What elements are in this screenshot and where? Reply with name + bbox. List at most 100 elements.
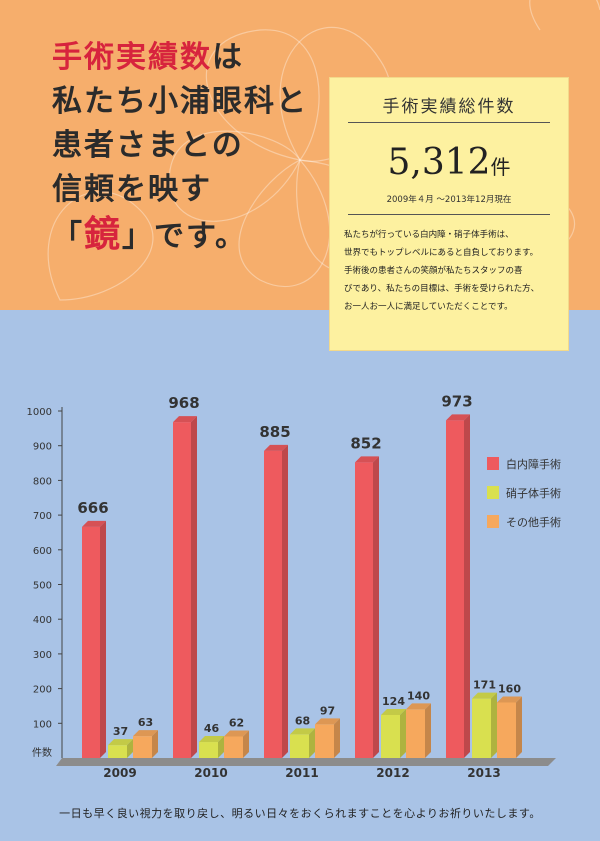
bar: [173, 422, 191, 758]
surgery-bar-chart: 100 200 300 400 500 600 700 800 900 1000 件数 666 37 63…: [27, 392, 561, 780]
y-tick-label: 200: [33, 685, 52, 696]
y-tick-label: 700: [33, 511, 52, 522]
headline-highlight: 手術実績数: [52, 40, 212, 75]
bar-top: [497, 696, 522, 703]
x-tick-label: 2009: [103, 766, 136, 780]
bar-top: [224, 730, 249, 737]
bar: [133, 736, 152, 758]
y-tick-label: 1000: [27, 407, 52, 418]
x-tick-label: 2010: [194, 766, 227, 780]
x-tick-label: 2013: [467, 766, 500, 780]
summary-body-line: 世界でもトップレベルにあると自負しております。: [344, 248, 539, 258]
bar: [315, 724, 334, 758]
bar-side: [243, 730, 249, 758]
data-label: 968: [168, 394, 199, 412]
bar: [82, 526, 100, 758]
data-label: 97: [320, 704, 335, 717]
bar-side: [218, 736, 224, 758]
bar-side: [282, 444, 288, 758]
bar-top: [108, 739, 133, 746]
bar-top: [290, 728, 315, 735]
data-label: 160: [498, 682, 521, 695]
data-label: 63: [138, 716, 153, 729]
data-label: 973: [441, 392, 472, 410]
footer-message: 一日も早く良い視力を取り戻し、明るい日々をおくられますことを心よりお祈りいたしま…: [59, 807, 541, 820]
bar-side: [127, 739, 133, 758]
bar-top: [133, 730, 158, 737]
bar: [472, 698, 491, 758]
legend-label: 白内障手術: [506, 457, 561, 471]
data-label: 68: [295, 714, 310, 727]
summary-body-line: 私たちが行っている白内障・硝子体手術は、: [344, 230, 514, 240]
bar-top: [315, 718, 340, 725]
summary-box: 手術実績総件数 5,312件 2009年４月 ～2013年12月現在 私たちが行…: [330, 78, 568, 350]
headline-line4: 信頼を映す: [52, 172, 212, 207]
bar-top: [355, 456, 379, 463]
x-tick-label: 2012: [376, 766, 409, 780]
headline-bracket-open: 「: [52, 219, 84, 254]
legend-swatch: [487, 515, 499, 528]
headline-line1-rest: は: [212, 40, 244, 75]
legend-swatch: [487, 486, 499, 499]
bar-side: [100, 520, 106, 758]
legend-label: 硝子体手術: [506, 486, 561, 500]
data-label: 62: [229, 716, 244, 729]
headline-line3: 患者さまとの: [52, 128, 244, 163]
bar: [290, 734, 309, 758]
bar-side: [373, 456, 379, 758]
bar: [108, 745, 127, 758]
bar-top: [472, 692, 497, 699]
bar: [264, 450, 282, 758]
headline-bracket-close: 」: [122, 219, 155, 254]
data-label: 37: [113, 725, 128, 738]
bar: [446, 420, 464, 758]
summary-period: 2009年４月 ～2013年12月現在: [386, 195, 512, 205]
y-tick-label: 400: [33, 615, 52, 626]
bar-top: [82, 520, 106, 527]
legend-swatch: [487, 457, 499, 470]
y-tick-label: 300: [33, 650, 52, 661]
headline-line2: 私たち小浦眼科と: [52, 84, 308, 119]
total-count: 5,312件: [330, 142, 568, 183]
y-tick-label: 500: [33, 581, 52, 592]
summary-body-line: お一人お一人に満足していただくことです。: [344, 302, 513, 312]
data-label: 852: [350, 434, 381, 452]
total-value: 5,312: [387, 142, 491, 183]
bar-side: [516, 696, 522, 758]
chart-floor: [56, 758, 556, 766]
data-label: 140: [407, 689, 430, 702]
y-tick-label: 900: [33, 442, 52, 453]
legend-label: その他手術: [506, 515, 561, 529]
bar: [497, 702, 516, 758]
y-tick-label: 100: [33, 719, 52, 730]
data-label: 46: [204, 722, 220, 735]
headline-line5-rest: です。: [154, 219, 248, 254]
bar-side: [152, 730, 158, 758]
bar-side: [334, 718, 340, 758]
bar-top: [173, 416, 197, 423]
bar-top: [446, 414, 470, 421]
bar-side: [309, 728, 315, 758]
data-label: 666: [77, 499, 108, 517]
y-axis-label: 件数: [32, 746, 52, 759]
bar-side: [491, 692, 497, 758]
summary-body: 私たちが行っている白内障・硝子体手術は、 世界でもトップレベルにあると自負してお…: [344, 226, 558, 316]
summary-divider-top: [348, 122, 550, 123]
summary-title: 手術実績総件数: [382, 97, 516, 117]
bar-top: [264, 444, 288, 451]
y-tick-label: 800: [33, 476, 52, 487]
bar-side: [425, 703, 431, 758]
bar-top: [381, 708, 406, 715]
bar-top: [199, 736, 224, 743]
headline: 手術実績数は 私たち小浦眼科と 患者さまとの 信頼を映す 「鏡」です。: [52, 36, 308, 259]
data-label: 124: [382, 695, 405, 708]
data-label: 171: [473, 679, 496, 692]
summary-body-line: 手術後の患者さんの笑顔が私たちスタッフの喜: [344, 266, 523, 276]
summary-body-line: びであり、私たちの目標は、手術を受けられた方、: [344, 284, 540, 294]
bar: [381, 714, 400, 758]
x-tick-label: 2011: [285, 766, 318, 780]
bar: [355, 462, 373, 758]
bar: [199, 742, 218, 758]
y-tick-label: 600: [33, 546, 52, 557]
total-unit: 件: [490, 155, 511, 179]
